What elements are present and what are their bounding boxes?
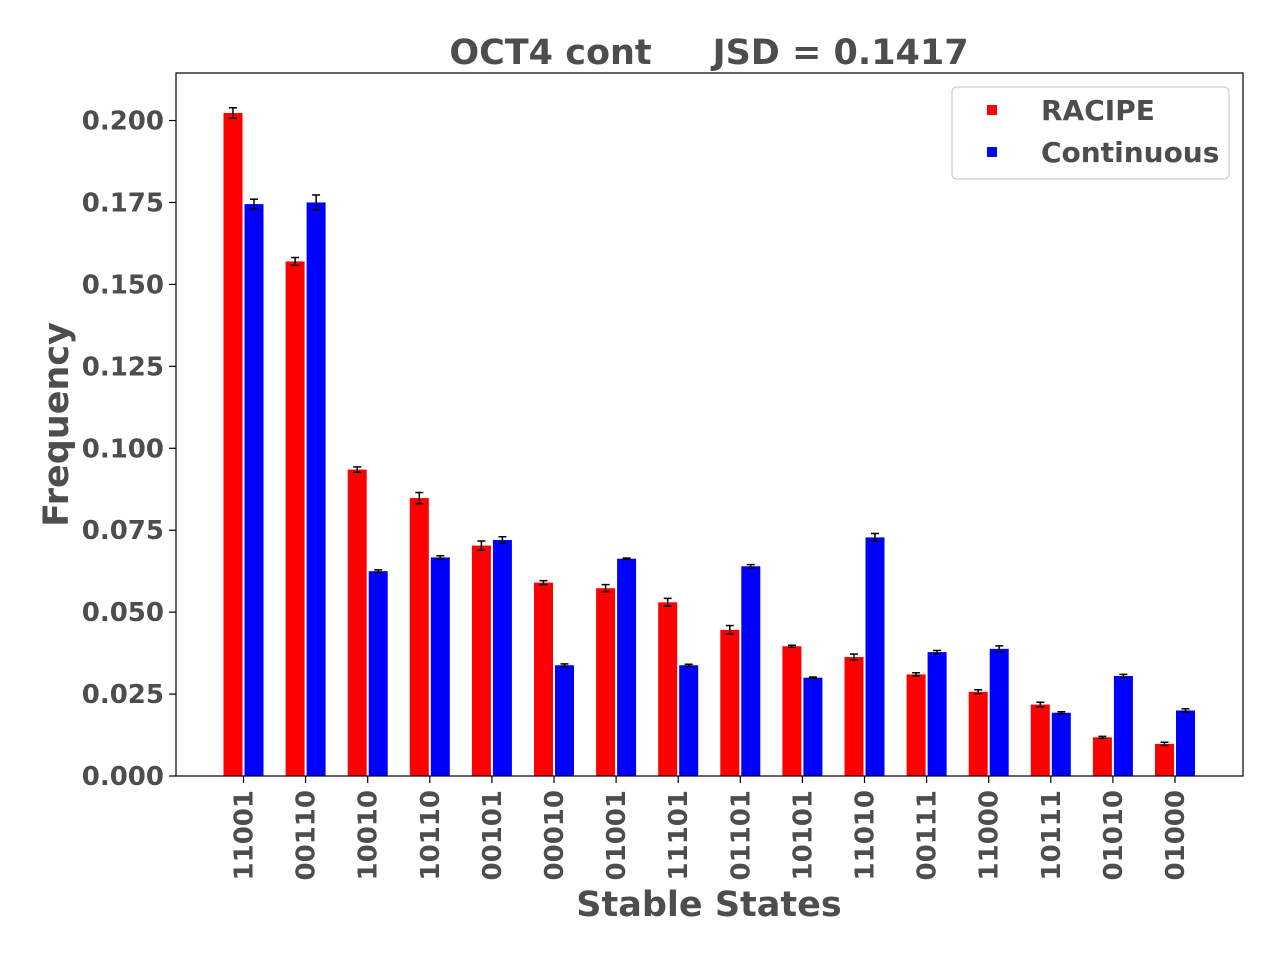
- x-tick-label: 10010: [354, 790, 384, 880]
- bar-continuous-01000: [1176, 710, 1195, 776]
- x-tick-label: 01001: [602, 790, 632, 880]
- bar-continuous-10110: [430, 557, 450, 776]
- legend-box: [951, 86, 1230, 180]
- bar-continuous-01101: [741, 566, 761, 776]
- bar-continuous-11001: [244, 204, 264, 776]
- bar-racipe-01101: [720, 629, 740, 776]
- legend-marker-continuous: [987, 147, 997, 157]
- bar-racipe-10010: [347, 469, 367, 776]
- bar-continuous-11101: [679, 665, 699, 776]
- x-tick-label: 10111: [1037, 790, 1067, 880]
- y-tick-label: 0.000: [82, 762, 164, 792]
- bar-racipe-00111: [906, 674, 926, 776]
- legend-label-racipe: RACIPE: [1041, 94, 1155, 127]
- bar-racipe-11010: [844, 657, 864, 776]
- legend-marker-racipe: [987, 105, 997, 115]
- bar-racipe-00110: [285, 261, 305, 776]
- y-tick-label: 0.175: [82, 188, 164, 218]
- legend: RACIPE Continuous: [951, 86, 1230, 180]
- y-tick-label: 0.150: [82, 270, 164, 300]
- y-tick-label: 0.050: [82, 598, 164, 628]
- bar-continuous-01001: [617, 558, 637, 776]
- y-tick-label: 0.200: [82, 107, 164, 137]
- bar-racipe-00010: [534, 582, 553, 776]
- x-tick-label: 10101: [788, 790, 818, 880]
- x-tick-label: 11001: [230, 790, 260, 880]
- x-tick-label: 11101: [664, 790, 694, 880]
- plot-area: 0.000 0.025 0.050 0.075 0.100 0.125 0.150 0.175…: [82, 72, 1244, 880]
- x-tick-label: 01000: [1161, 790, 1191, 880]
- y-tick-label: 0.075: [82, 516, 164, 546]
- bar-racipe-01010: [1092, 737, 1112, 776]
- bar-racipe-01000: [1155, 743, 1174, 776]
- bar-continuous-10111: [1051, 712, 1071, 776]
- x-tick-label: 00111: [913, 790, 943, 880]
- bar-racipe-10101: [782, 646, 802, 776]
- bar-racipe-11000: [968, 691, 988, 776]
- bar-racipe-00101: [471, 545, 491, 776]
- y-tick-label: 0.125: [82, 352, 164, 382]
- bar-continuous-10010: [368, 571, 388, 776]
- bar-continuous-11000: [989, 648, 1009, 776]
- bar-racipe-11001: [223, 112, 243, 777]
- bar-continuous-00111: [927, 652, 947, 776]
- bar-racipe-10111: [1030, 704, 1050, 776]
- x-tick-label: 01101: [726, 790, 756, 880]
- x-tick-label: 10110: [416, 790, 446, 880]
- x-tick-label: 11010: [851, 790, 881, 880]
- x-tick-label: 00010: [540, 790, 570, 880]
- x-tick-label: 00110: [292, 790, 322, 880]
- y-tick-label: 0.025: [82, 680, 164, 710]
- x-tick-label: 00101: [478, 790, 508, 880]
- bar-racipe-10110: [409, 498, 429, 776]
- bar-continuous-10101: [803, 677, 823, 776]
- x-tick-label: 01010: [1099, 790, 1129, 880]
- x-axis-label: Stable States: [576, 885, 841, 925]
- y-axis-label: Frequency: [37, 322, 77, 527]
- bar-continuous-11010: [865, 537, 885, 776]
- legend-label-continuous: Continuous: [1041, 136, 1219, 169]
- bar-racipe-01001: [596, 588, 616, 776]
- bar-continuous-00010: [555, 665, 574, 776]
- x-tick-label: 11000: [975, 790, 1005, 880]
- y-tick-label: 0.100: [82, 434, 164, 464]
- bar-continuous-00110: [306, 202, 326, 776]
- bar-continuous-01010: [1113, 676, 1133, 776]
- bar-racipe-11101: [658, 602, 678, 776]
- chart-title: OCT4 cont JSD = 0.1417: [449, 33, 968, 73]
- bar-continuous-00101: [492, 540, 512, 776]
- plot-frame: [175, 72, 1244, 777]
